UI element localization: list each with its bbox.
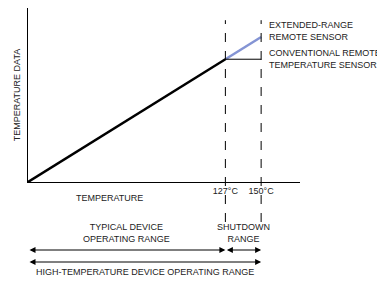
svg-text:TEMPERATURE DATA: TEMPERATURE DATA <box>12 49 22 142</box>
svg-text:CONVENTIONAL REMOTETEMPERATURE: CONVENTIONAL REMOTETEMPERATURE SENSOR <box>269 48 377 70</box>
svg-text:EXTENDED-RANGEREMOTE SENSOR: EXTENDED-RANGEREMOTE SENSOR <box>269 20 353 42</box>
svg-text:TEMPERATURE: TEMPERATURE <box>76 193 143 203</box>
svg-text:127°C: 127°C <box>213 186 239 196</box>
svg-text:SHUTDOWNRANGE: SHUTDOWNRANGE <box>217 222 270 244</box>
svg-text:HIGH-TEMPERATURE DEVICE OPERAT: HIGH-TEMPERATURE DEVICE OPERATING RANGE <box>36 267 254 277</box>
svg-text:150°C: 150°C <box>249 186 275 196</box>
svg-text:TYPICAL DEVICEOPERATING RANGE: TYPICAL DEVICEOPERATING RANGE <box>83 222 170 244</box>
